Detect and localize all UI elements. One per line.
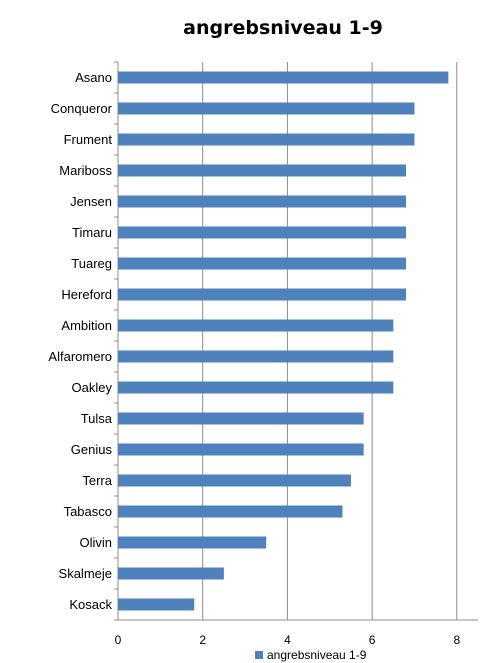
bar xyxy=(118,164,406,177)
bar xyxy=(118,133,415,146)
bar xyxy=(118,195,406,208)
category-label: Ambition xyxy=(61,318,112,333)
bar xyxy=(118,319,394,332)
bar xyxy=(118,567,224,580)
bar xyxy=(118,474,351,487)
category-label: Tuareg xyxy=(71,256,112,271)
x-tick-label: 0 xyxy=(115,633,122,647)
bar xyxy=(118,257,406,270)
category-label: Skalmeje xyxy=(59,566,112,581)
category-label: Kosack xyxy=(69,597,112,612)
bar xyxy=(118,598,195,611)
x-tick-label: 6 xyxy=(369,633,376,647)
bar xyxy=(118,288,406,301)
grid-lines xyxy=(114,61,478,621)
legend-label: angrebsniveau 1-9 xyxy=(267,648,367,662)
category-label: Mariboss xyxy=(59,163,112,178)
bar xyxy=(118,381,394,394)
category-label: Conqueror xyxy=(51,101,113,116)
category-label: Olivin xyxy=(79,535,112,550)
bar xyxy=(118,350,394,363)
bar xyxy=(118,412,364,425)
category-label: Frument xyxy=(64,132,113,147)
category-labels: Asano Conqueror Frument Mariboss Jensen Timar… xyxy=(48,70,112,612)
bar xyxy=(118,505,343,518)
bar xyxy=(118,443,364,456)
category-label: Oakley xyxy=(72,380,113,395)
category-label: Asano xyxy=(75,70,112,85)
x-tick-label: 2 xyxy=(199,633,206,647)
category-label: Tulsa xyxy=(81,411,113,426)
category-label: Hereford xyxy=(61,287,112,302)
x-tick-label: 8 xyxy=(453,633,460,647)
bars xyxy=(118,71,449,611)
bar xyxy=(118,226,406,239)
x-tick-labels: 0 2 4 6 8 xyxy=(115,633,461,647)
category-label: Jensen xyxy=(70,194,112,209)
x-tick-label: 4 xyxy=(284,633,291,647)
category-label: Timaru xyxy=(72,225,112,240)
category-label: Terra xyxy=(82,473,112,488)
legend: angrebsniveau 1-9 xyxy=(255,648,367,662)
category-label: Alfaromero xyxy=(48,349,112,364)
category-label: Tabasco xyxy=(64,504,112,519)
bar xyxy=(118,536,267,549)
chart-title: angrebsniveau 1-9 xyxy=(183,17,383,39)
bar xyxy=(118,102,415,115)
category-label: Genius xyxy=(71,442,113,457)
bar xyxy=(118,71,449,84)
legend-swatch xyxy=(255,651,263,659)
